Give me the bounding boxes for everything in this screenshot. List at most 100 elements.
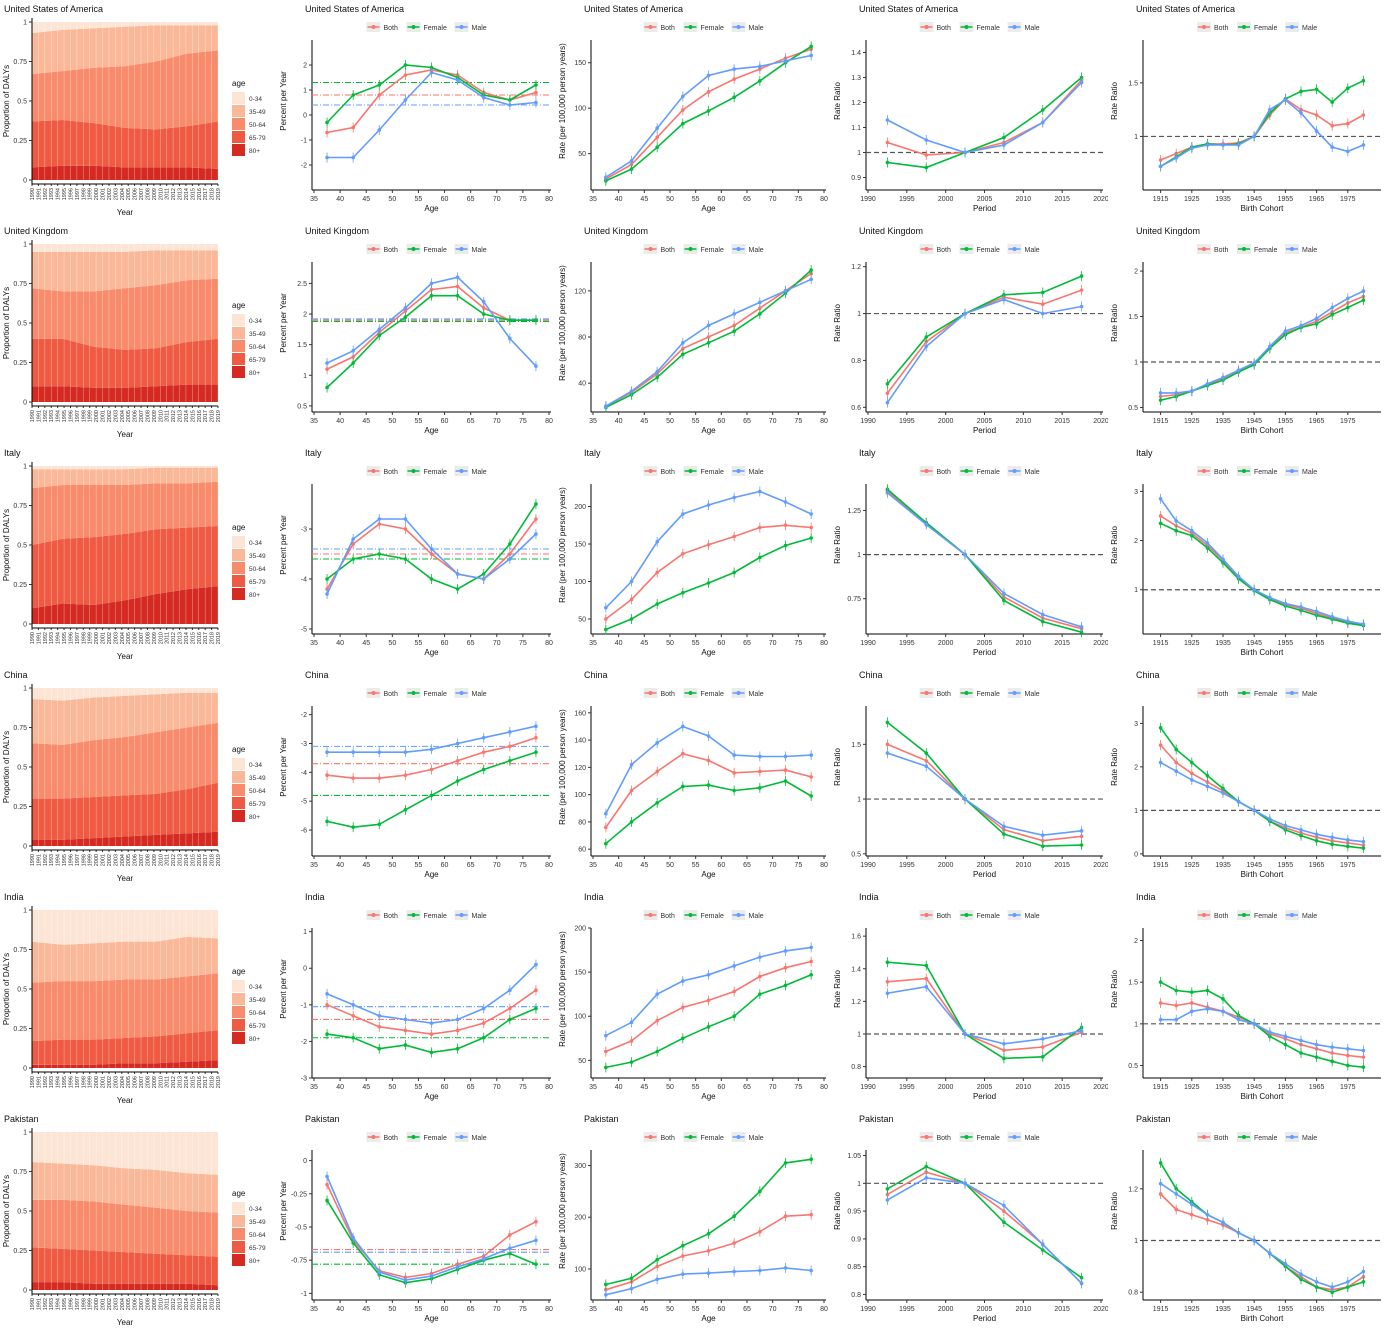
data-point-male [1283,1034,1288,1039]
y-tick-label: 0.8 [851,1064,861,1071]
x-axis-label: Age [701,648,716,657]
data-point-female [325,385,329,390]
legend-label-male: Male [749,247,764,254]
data-point-both [732,989,736,994]
data-point-male [655,539,659,544]
x-tick-label: 60 [717,418,725,425]
data-point-male [706,323,711,328]
x-tick-label: 1990 [30,410,36,422]
x-tick-label: 2001 [101,854,107,866]
data-point-female [403,1043,408,1047]
x-tick-label: 1995 [899,862,915,869]
y-tick-label: 0 [23,178,27,185]
x-tick-label: 1965 [1309,640,1325,647]
y-tick-label: 50 [578,151,586,158]
data-point-both [655,1018,659,1023]
data-point-both [1190,1001,1194,1005]
x-tick-label: 2015 [190,632,196,644]
data-point-both [706,1249,711,1253]
data-point-both [885,140,890,145]
data-point-both [1158,1001,1163,1005]
x-tick-label: 60 [441,862,449,869]
x-tick-label: 1996 [68,410,74,422]
data-point-male [1252,361,1256,365]
panel-title: Italy [859,448,876,458]
data-point-female [351,1035,355,1040]
data-point-both [455,284,460,289]
x-tick-label: 2015 [1054,1084,1070,1091]
x-tick-label: 2001 [101,410,107,422]
legend-label-female: Female [424,25,447,32]
legend-point [1012,247,1017,251]
area-band-65-79 [32,526,218,609]
y-tick-label: 100 [574,579,586,586]
area-band-65-79 [32,120,218,169]
x-tick-label: 2004 [120,1076,126,1088]
data-point-both [706,90,711,94]
x-tick-label: 1991 [36,854,42,866]
legend-label-male: Male [472,247,487,254]
legend-point [1242,691,1246,695]
panel-title: United States of America [859,4,958,14]
x-axis-label: Birth Cohort [1241,870,1284,879]
data-point-female [403,63,408,67]
legend-swatch [232,1228,245,1240]
data-point-male [1252,587,1256,592]
data-point-male [809,945,813,950]
x-tick-label: 1955 [1278,196,1294,203]
data-point-both [758,974,762,979]
data-point-male [655,126,659,130]
x-tick-label: 75 [794,862,802,869]
y-tick-label: 0.8 [851,358,861,365]
data-point-both [604,825,608,830]
x-tick-label: 1997 [75,410,81,422]
y-tick-label: 1 [1134,1238,1138,1245]
data-point-male [758,300,762,305]
data-point-female [706,109,711,113]
data-point-male [429,70,434,75]
y-tick-label: 0 [23,400,27,407]
data-point-male [481,735,486,740]
x-tick-label: 45 [640,418,648,425]
data-point-female [508,1251,512,1256]
legend-label-male: Male [472,25,487,32]
y-tick-label: 1 [23,1130,27,1137]
x-tick-label: 1994 [56,1076,62,1088]
x-tick-label: 35 [310,418,318,425]
legend-swatch [232,810,245,822]
data-point-male [351,537,355,541]
x-tick-label: 1996 [68,1298,74,1310]
data-point-female [1346,86,1350,91]
x-axis-label: Age [424,648,439,657]
y-tick-label: -3 [301,741,307,748]
data-point-male [783,1266,788,1270]
x-tick-label: 2000 [94,632,100,644]
x-tick-label: 2019 [216,1076,222,1088]
data-point-male [508,103,512,107]
series-line-male [326,964,537,1024]
data-point-male [508,730,512,734]
x-tick-label: 2010 [1016,418,1032,425]
panel-net: United States of America Both Female Male -2… [279,4,553,213]
series-line-female [1159,1162,1364,1294]
y-tick-label: 0.75 [847,596,861,603]
x-tick-label: 80 [545,1306,553,1313]
x-tick-label: 2020 [1093,640,1108,647]
x-tick-label: 60 [441,196,449,203]
y-axis-label: Percent per Year [279,959,288,1019]
y-tick-label: 0 [23,622,27,629]
x-tick-label: 60 [717,862,725,869]
legend-point [964,913,969,917]
data-point-male [1252,1022,1256,1026]
data-point-female [1158,725,1163,730]
data-point-female [706,1231,711,1236]
data-point-male [1283,329,1288,333]
legend-label-female: Female [424,913,447,920]
data-point-female [1299,1051,1303,1055]
data-point-both [604,1287,608,1292]
x-axis-label: Period [973,1314,996,1323]
y-tick-label: 1 [857,150,861,157]
x-tick-label: 2000 [938,640,954,647]
legend-label-both: Both [1214,247,1229,254]
